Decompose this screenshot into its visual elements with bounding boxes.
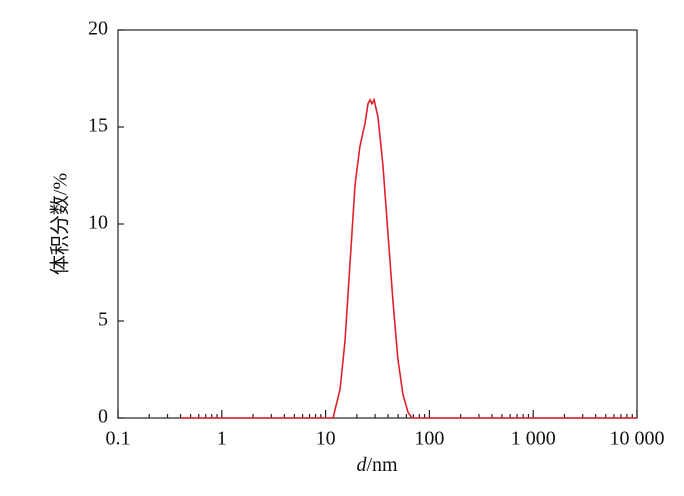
x-tick-label: 1 000 <box>511 428 556 450</box>
x-tick-label: 10 <box>316 428 336 450</box>
y-tick-label: 15 <box>88 115 108 137</box>
y-tick-label: 10 <box>88 212 108 234</box>
x-tick-label: 1 <box>217 428 227 450</box>
x-axis-label: d/nm <box>356 454 398 476</box>
x-tick-label: 10 000 <box>610 428 665 450</box>
plot-frame <box>117 29 638 419</box>
y-tick-label: 20 <box>88 18 108 40</box>
x-tick-label: 100 <box>414 428 444 450</box>
x-tick-label: 0.1 <box>106 428 131 450</box>
y-tick-label: 5 <box>98 309 108 331</box>
y-axis-label: 体积分数/% <box>49 173 72 275</box>
data-line <box>180 97 637 419</box>
y-tick-label: 0 <box>98 406 108 428</box>
